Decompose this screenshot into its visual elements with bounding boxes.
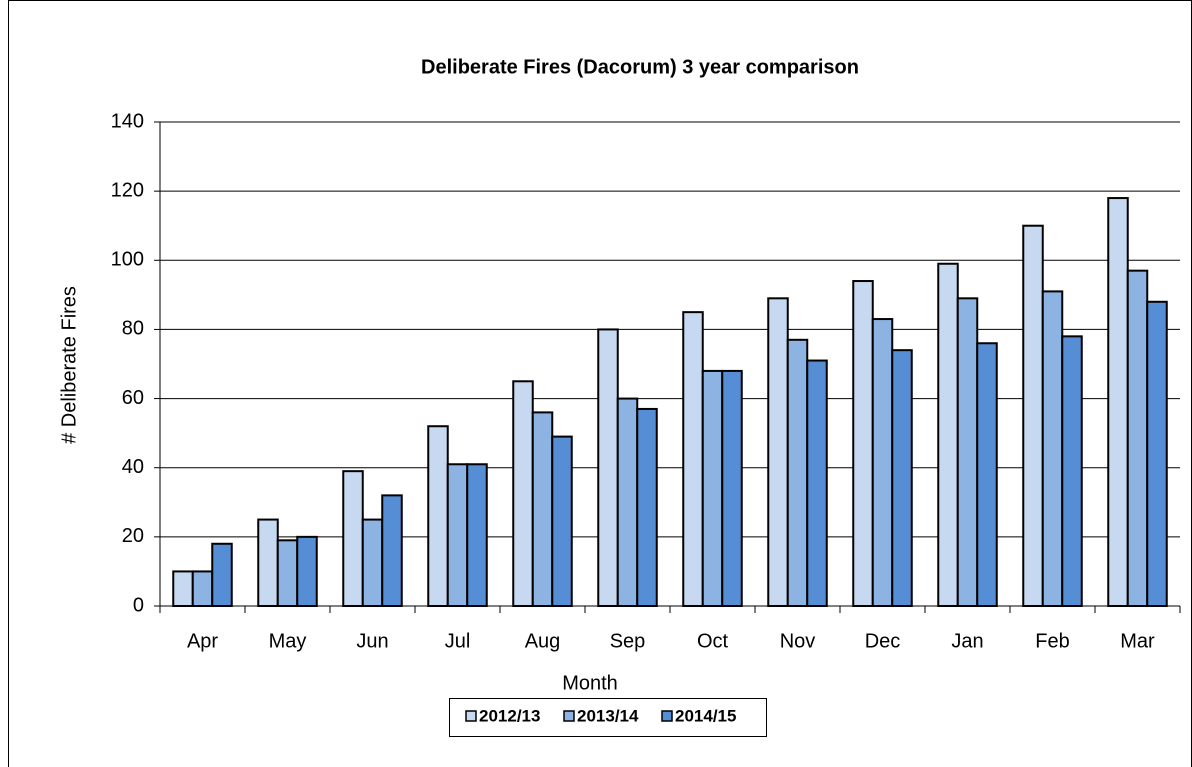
bar (616, 397, 639, 608)
y-tick-label: 120 (111, 179, 144, 201)
x-tick-label: Mar (1120, 630, 1155, 652)
y-tick-label: 80 (122, 318, 144, 340)
bar (342, 470, 364, 607)
x-tick-label: Nov (780, 630, 816, 652)
bar (767, 297, 789, 607)
x-tick-label: Feb (1035, 630, 1069, 652)
bar (191, 570, 214, 608)
bar (786, 338, 809, 607)
x-tick-label: May (269, 630, 307, 652)
x-tick-label: Dec (865, 630, 901, 652)
bar (361, 518, 384, 607)
legend-swatch (563, 710, 575, 722)
bar (172, 570, 194, 608)
bar (1126, 269, 1149, 607)
bar (1146, 300, 1168, 607)
y-tick-label: 60 (122, 387, 144, 409)
y-tick-label: 100 (111, 249, 144, 271)
bar (976, 342, 998, 607)
bar (296, 535, 318, 607)
bar (852, 280, 874, 607)
legend-swatch (465, 710, 477, 722)
bar (551, 435, 573, 607)
bar (512, 380, 534, 607)
bar (721, 369, 743, 607)
y-axis-label: # Deliberate Fires (58, 286, 80, 444)
bar (871, 318, 894, 607)
x-tick-label: Oct (697, 630, 729, 652)
bar (937, 262, 959, 607)
bar (211, 542, 233, 607)
y-tick-label: 40 (122, 456, 144, 478)
legend (449, 698, 767, 737)
legend-label: 2012/13 (479, 706, 540, 725)
bar (597, 328, 619, 607)
chart-title: Deliberate Fires (Dacorum) 3 year compar… (421, 56, 859, 78)
bar (1107, 197, 1129, 608)
bar (466, 463, 488, 607)
bar (276, 539, 299, 607)
x-tick-label: Apr (187, 630, 218, 652)
bar (682, 311, 704, 607)
bar (446, 463, 469, 607)
x-axis-label: Month (562, 672, 618, 694)
bar (531, 411, 554, 607)
legend-label: 2013/14 (577, 706, 639, 725)
bar (1061, 335, 1083, 607)
legend-label: 2014/15 (675, 706, 736, 725)
x-tick-label: Jan (951, 630, 983, 652)
bar (1022, 224, 1044, 607)
x-tick-label: Jun (356, 630, 388, 652)
y-tick-label: 140 (111, 110, 144, 132)
legend-swatch (661, 710, 673, 722)
bar (1041, 290, 1064, 607)
bar (636, 407, 658, 608)
y-tick-label: 0 (133, 594, 144, 616)
bar (257, 518, 279, 607)
bar (381, 494, 403, 607)
x-tick-label: Sep (610, 630, 646, 652)
bar (806, 359, 828, 607)
x-tick-label: Jul (445, 630, 471, 652)
x-tick-label: Aug (525, 630, 561, 652)
bar (891, 349, 913, 607)
bar (701, 369, 724, 607)
bar (956, 297, 979, 607)
bar (427, 425, 449, 607)
y-tick-label: 20 (122, 525, 144, 547)
